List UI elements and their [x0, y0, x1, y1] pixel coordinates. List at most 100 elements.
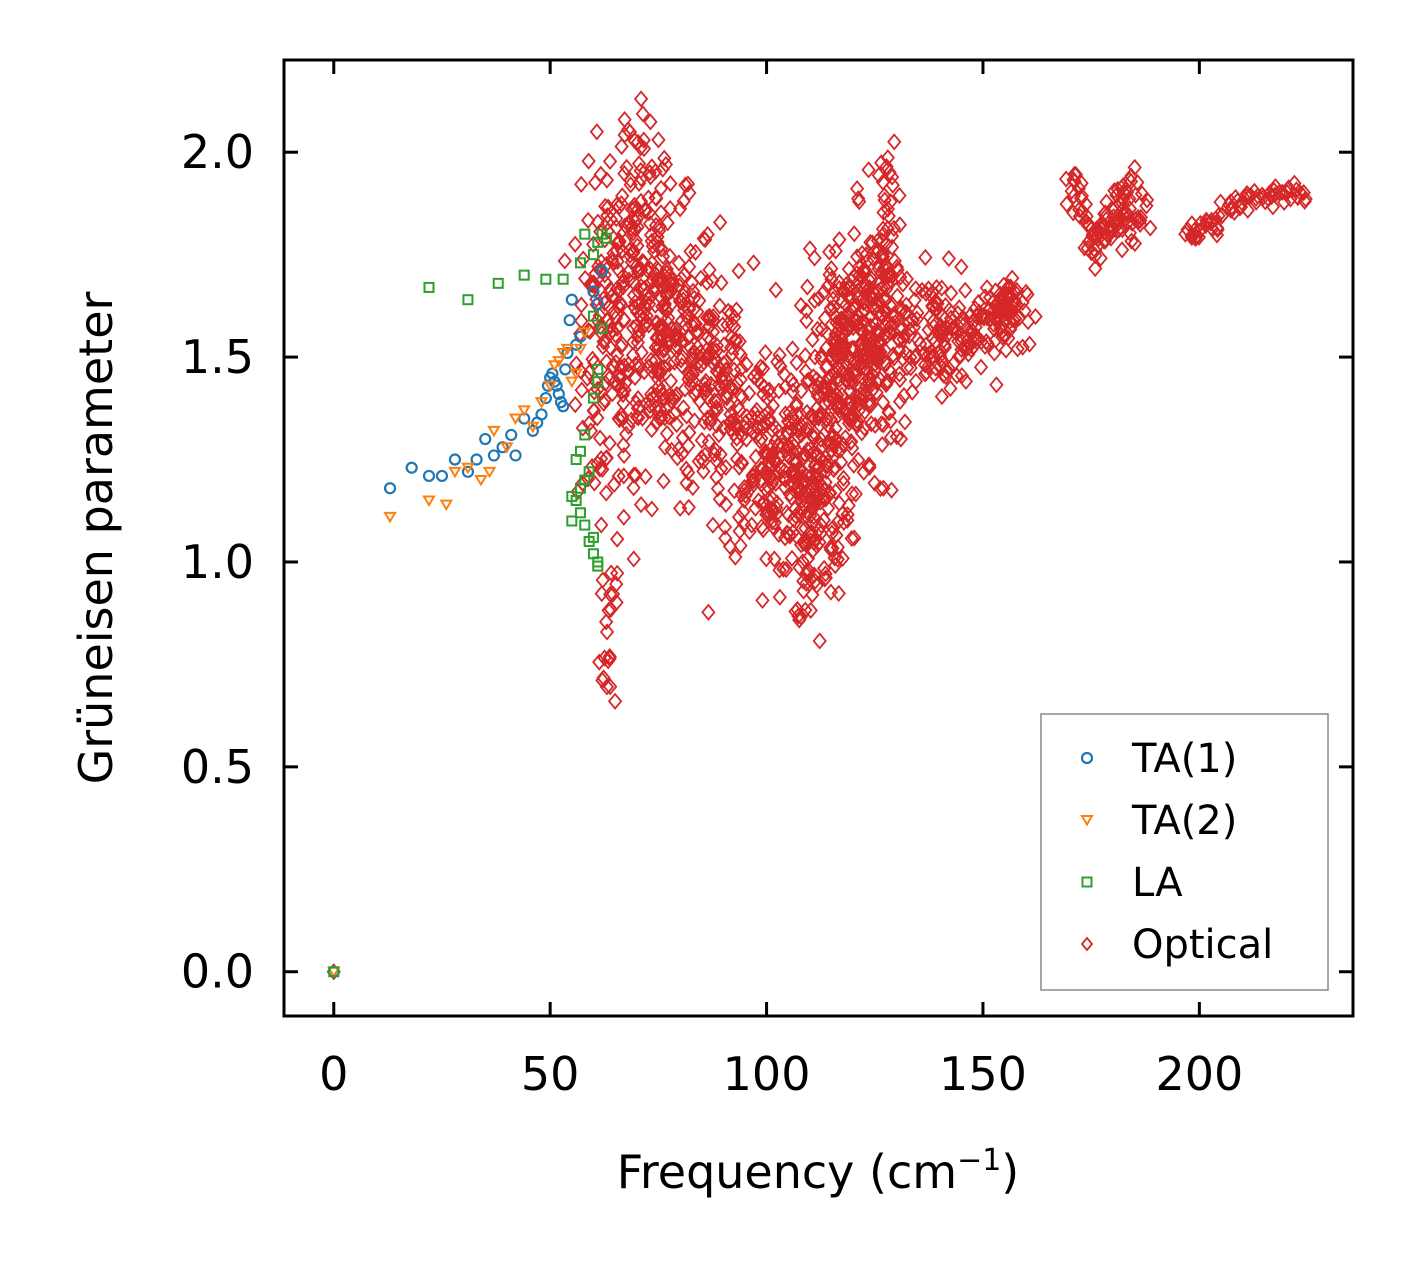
point-optical	[1104, 199, 1120, 218]
point-optical	[796, 473, 812, 491]
point-optical	[880, 219, 895, 238]
legend-frame	[1040, 713, 1329, 991]
point-optical	[952, 313, 968, 331]
point-optical	[850, 306, 865, 324]
point-optical	[887, 252, 902, 270]
point-optical	[612, 198, 627, 216]
point-optical	[849, 412, 865, 430]
point-optical	[798, 565, 813, 583]
point-optical	[608, 309, 623, 327]
point-optical	[935, 322, 950, 340]
point-triangle-down	[508, 413, 523, 426]
point-optical	[643, 351, 659, 369]
point-optical	[663, 199, 678, 218]
point-optical	[669, 415, 684, 434]
point-optical	[879, 157, 894, 176]
point-optical	[760, 505, 775, 523]
point-square	[518, 269, 530, 281]
point-optical	[1059, 195, 1074, 213]
point-optical	[674, 312, 690, 330]
point-circle	[591, 297, 604, 310]
point-optical	[584, 457, 600, 476]
point-optical	[908, 349, 923, 367]
point-optical	[825, 375, 840, 394]
point-optical	[875, 393, 891, 411]
point-optical	[694, 431, 710, 449]
point-optical	[1002, 299, 1018, 318]
point-optical	[586, 401, 602, 419]
point-optical	[635, 409, 650, 427]
point-optical	[772, 561, 787, 579]
point-optical	[628, 394, 644, 412]
point-optical	[792, 461, 807, 479]
point-optical	[941, 249, 956, 268]
point-optical	[631, 155, 647, 173]
point-optical	[859, 329, 874, 347]
point-optical	[812, 632, 827, 650]
point-optical	[615, 335, 630, 353]
point-optical	[654, 240, 669, 258]
point-optical	[914, 281, 930, 299]
point-optical	[725, 345, 740, 363]
point-optical	[839, 306, 854, 324]
point-optical	[784, 549, 800, 567]
point-optical	[807, 410, 822, 428]
point-optical	[597, 266, 612, 284]
point-optical	[817, 570, 832, 588]
point-optical	[782, 485, 797, 503]
point-optical	[987, 344, 1002, 362]
axis-ticks: 0 50 100 150 200 0.0 0.5 1.0 1.5 2.0	[181, 60, 1353, 1101]
point-optical	[1240, 201, 1255, 219]
series-la	[328, 228, 612, 978]
point-optical	[966, 313, 981, 331]
point-optical	[658, 301, 673, 319]
point-optical	[747, 404, 762, 422]
series-ta-1-	[327, 264, 609, 978]
point-optical	[592, 460, 608, 478]
point-optical	[1203, 214, 1218, 232]
point-optical	[886, 349, 902, 367]
point-optical	[709, 336, 725, 355]
point-optical	[906, 318, 922, 336]
point-optical	[1010, 340, 1025, 358]
point-triangle-down	[534, 397, 549, 409]
point-optical	[610, 375, 626, 393]
point-optical	[595, 460, 610, 479]
point-optical	[892, 365, 907, 383]
point-optical	[633, 495, 649, 514]
point-optical	[568, 395, 583, 414]
point-optical	[800, 504, 815, 522]
point-optical	[807, 429, 822, 447]
point-optical	[840, 506, 855, 524]
point-optical	[863, 233, 878, 251]
point-optical	[792, 611, 807, 629]
point-optical	[689, 382, 705, 400]
point-optical	[1117, 184, 1132, 202]
point-optical	[599, 484, 614, 502]
point-optical	[798, 534, 813, 552]
point-optical	[656, 358, 672, 376]
y-axis-label: Grüneisen parameter	[69, 291, 123, 784]
point-optical	[811, 289, 827, 307]
point-optical	[602, 152, 618, 171]
point-optical	[734, 426, 750, 445]
point-optical	[805, 499, 821, 517]
point-optical	[625, 224, 641, 242]
point-optical	[736, 515, 752, 533]
point-optical	[1064, 182, 1079, 200]
point-optical	[651, 377, 666, 396]
point-optical	[607, 475, 622, 494]
point-square	[328, 966, 340, 978]
point-triangle-down	[517, 405, 531, 417]
point-optical	[615, 382, 630, 400]
point-optical	[786, 523, 801, 541]
point-optical	[586, 235, 601, 253]
point-optical	[680, 175, 696, 193]
point-optical	[1079, 207, 1094, 225]
point-optical	[630, 328, 645, 346]
point-optical	[925, 313, 941, 331]
point-optical	[659, 263, 674, 282]
point-optical	[610, 252, 625, 271]
point-optical	[828, 242, 843, 260]
point-square	[579, 228, 591, 240]
